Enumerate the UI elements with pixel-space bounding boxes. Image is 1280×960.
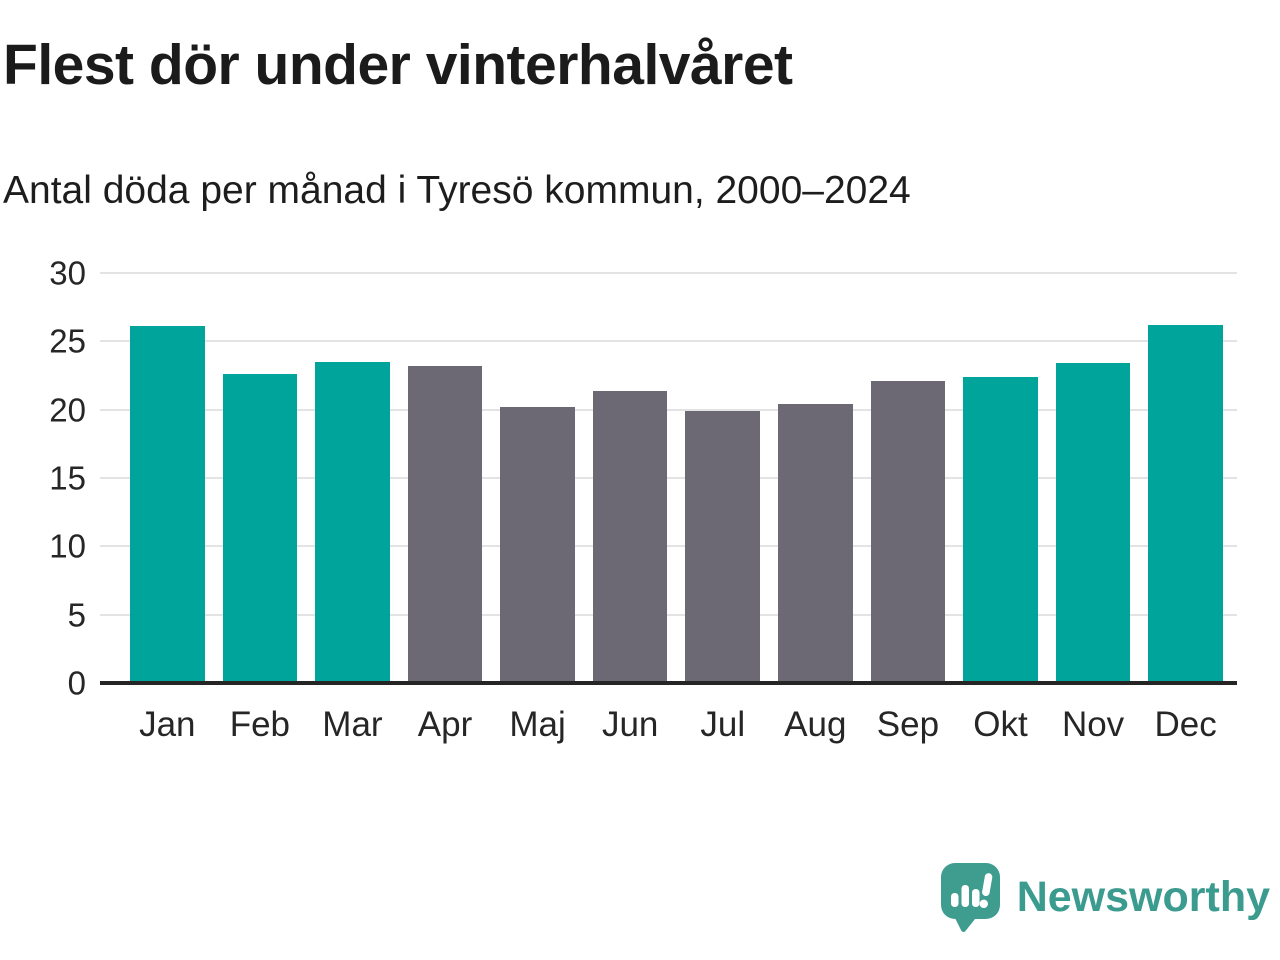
bar-slot-aug: Aug — [778, 273, 853, 742]
y-tick-label-25: 25 — [49, 322, 86, 360]
x-axis-line — [100, 681, 1237, 685]
bars-row: Jan Feb Mar Apr Maj Jun Jul Aug Sep Okt Nov Dec — [100, 273, 1237, 742]
gridline-15 — [100, 477, 1237, 479]
bar-aug — [778, 404, 853, 683]
gridline-10 — [100, 545, 1237, 548]
brand-footer: Newsworthy — [940, 862, 1270, 932]
bar-slot-jan: Jan — [130, 273, 205, 742]
x-tick-label-jan: Jan — [139, 705, 196, 744]
x-tick-label-apr: Apr — [417, 705, 473, 744]
x-tick-label-dec: Dec — [1154, 705, 1217, 744]
bar-slot-mar: Mar — [315, 273, 390, 742]
gridline-30 — [100, 272, 1237, 274]
bar-sep — [870, 380, 946, 683]
x-tick-label-mar: Mar — [322, 705, 383, 744]
bar-slot-apr: Apr — [407, 273, 483, 742]
bar-slot-jun: Jun — [592, 273, 668, 742]
bar-slot-nov: Nov — [1055, 273, 1131, 742]
gridlines — [100, 272, 1237, 683]
bar-apr — [407, 365, 483, 683]
bar-jan — [130, 326, 205, 683]
bar-jun — [592, 390, 668, 683]
bar-jul — [685, 411, 761, 683]
y-tick-label-10: 10 — [49, 527, 86, 565]
bar-okt — [963, 376, 1038, 683]
x-tick-label-maj: Maj — [509, 705, 566, 744]
x-tick-label-jul: Jul — [700, 705, 746, 744]
chart-subtitle: Antal döda per månad i Tyresö kommun, 20… — [3, 169, 911, 212]
x-tick-label-nov: Nov — [1061, 705, 1125, 744]
y-tick-label-0: 0 — [67, 664, 86, 702]
bar-slot-dec: Dec — [1148, 273, 1223, 742]
bar-slot-okt: Okt — [963, 273, 1038, 742]
x-tick-label-sep: Sep — [876, 705, 940, 744]
chart-title: Flest dör under vinterhalvåret — [3, 33, 793, 97]
gridline-20 — [100, 408, 1237, 411]
x-tick-label-okt: Okt — [973, 705, 1028, 744]
newsworthy-logo-icon — [940, 863, 1000, 932]
x-tick-label-feb: Feb — [229, 705, 291, 744]
bar-slot-jul: Jul — [685, 273, 761, 742]
bar-slot-sep: Sep — [870, 273, 946, 742]
brand-name: Newsworthy — [1016, 872, 1270, 921]
gridline-5 — [100, 613, 1237, 616]
gridline-25 — [100, 340, 1237, 343]
bar-nov — [1055, 363, 1131, 683]
y-tick-label-5: 5 — [67, 596, 86, 634]
bar-feb — [222, 374, 298, 683]
plot-area: Jan Feb Mar Apr Maj Jun Jul Aug Sep Okt Nov Dec — [100, 272, 1237, 742]
x-tick-label-jun: Jun — [601, 705, 659, 744]
bar-maj — [500, 406, 575, 683]
y-tick-label-15: 15 — [49, 459, 86, 497]
y-tick-label-20: 20 — [49, 391, 86, 429]
bar-slot-feb: Feb — [222, 273, 298, 742]
x-tick-label-aug: Aug — [784, 705, 847, 744]
bar-mar — [315, 361, 390, 683]
bar-dec — [1148, 324, 1223, 683]
bar-slot-maj: Maj — [500, 273, 575, 742]
y-tick-label-30: 30 — [49, 254, 86, 292]
y-axis-labels: 0 5 10 15 20 25 30 — [0, 257, 86, 700]
